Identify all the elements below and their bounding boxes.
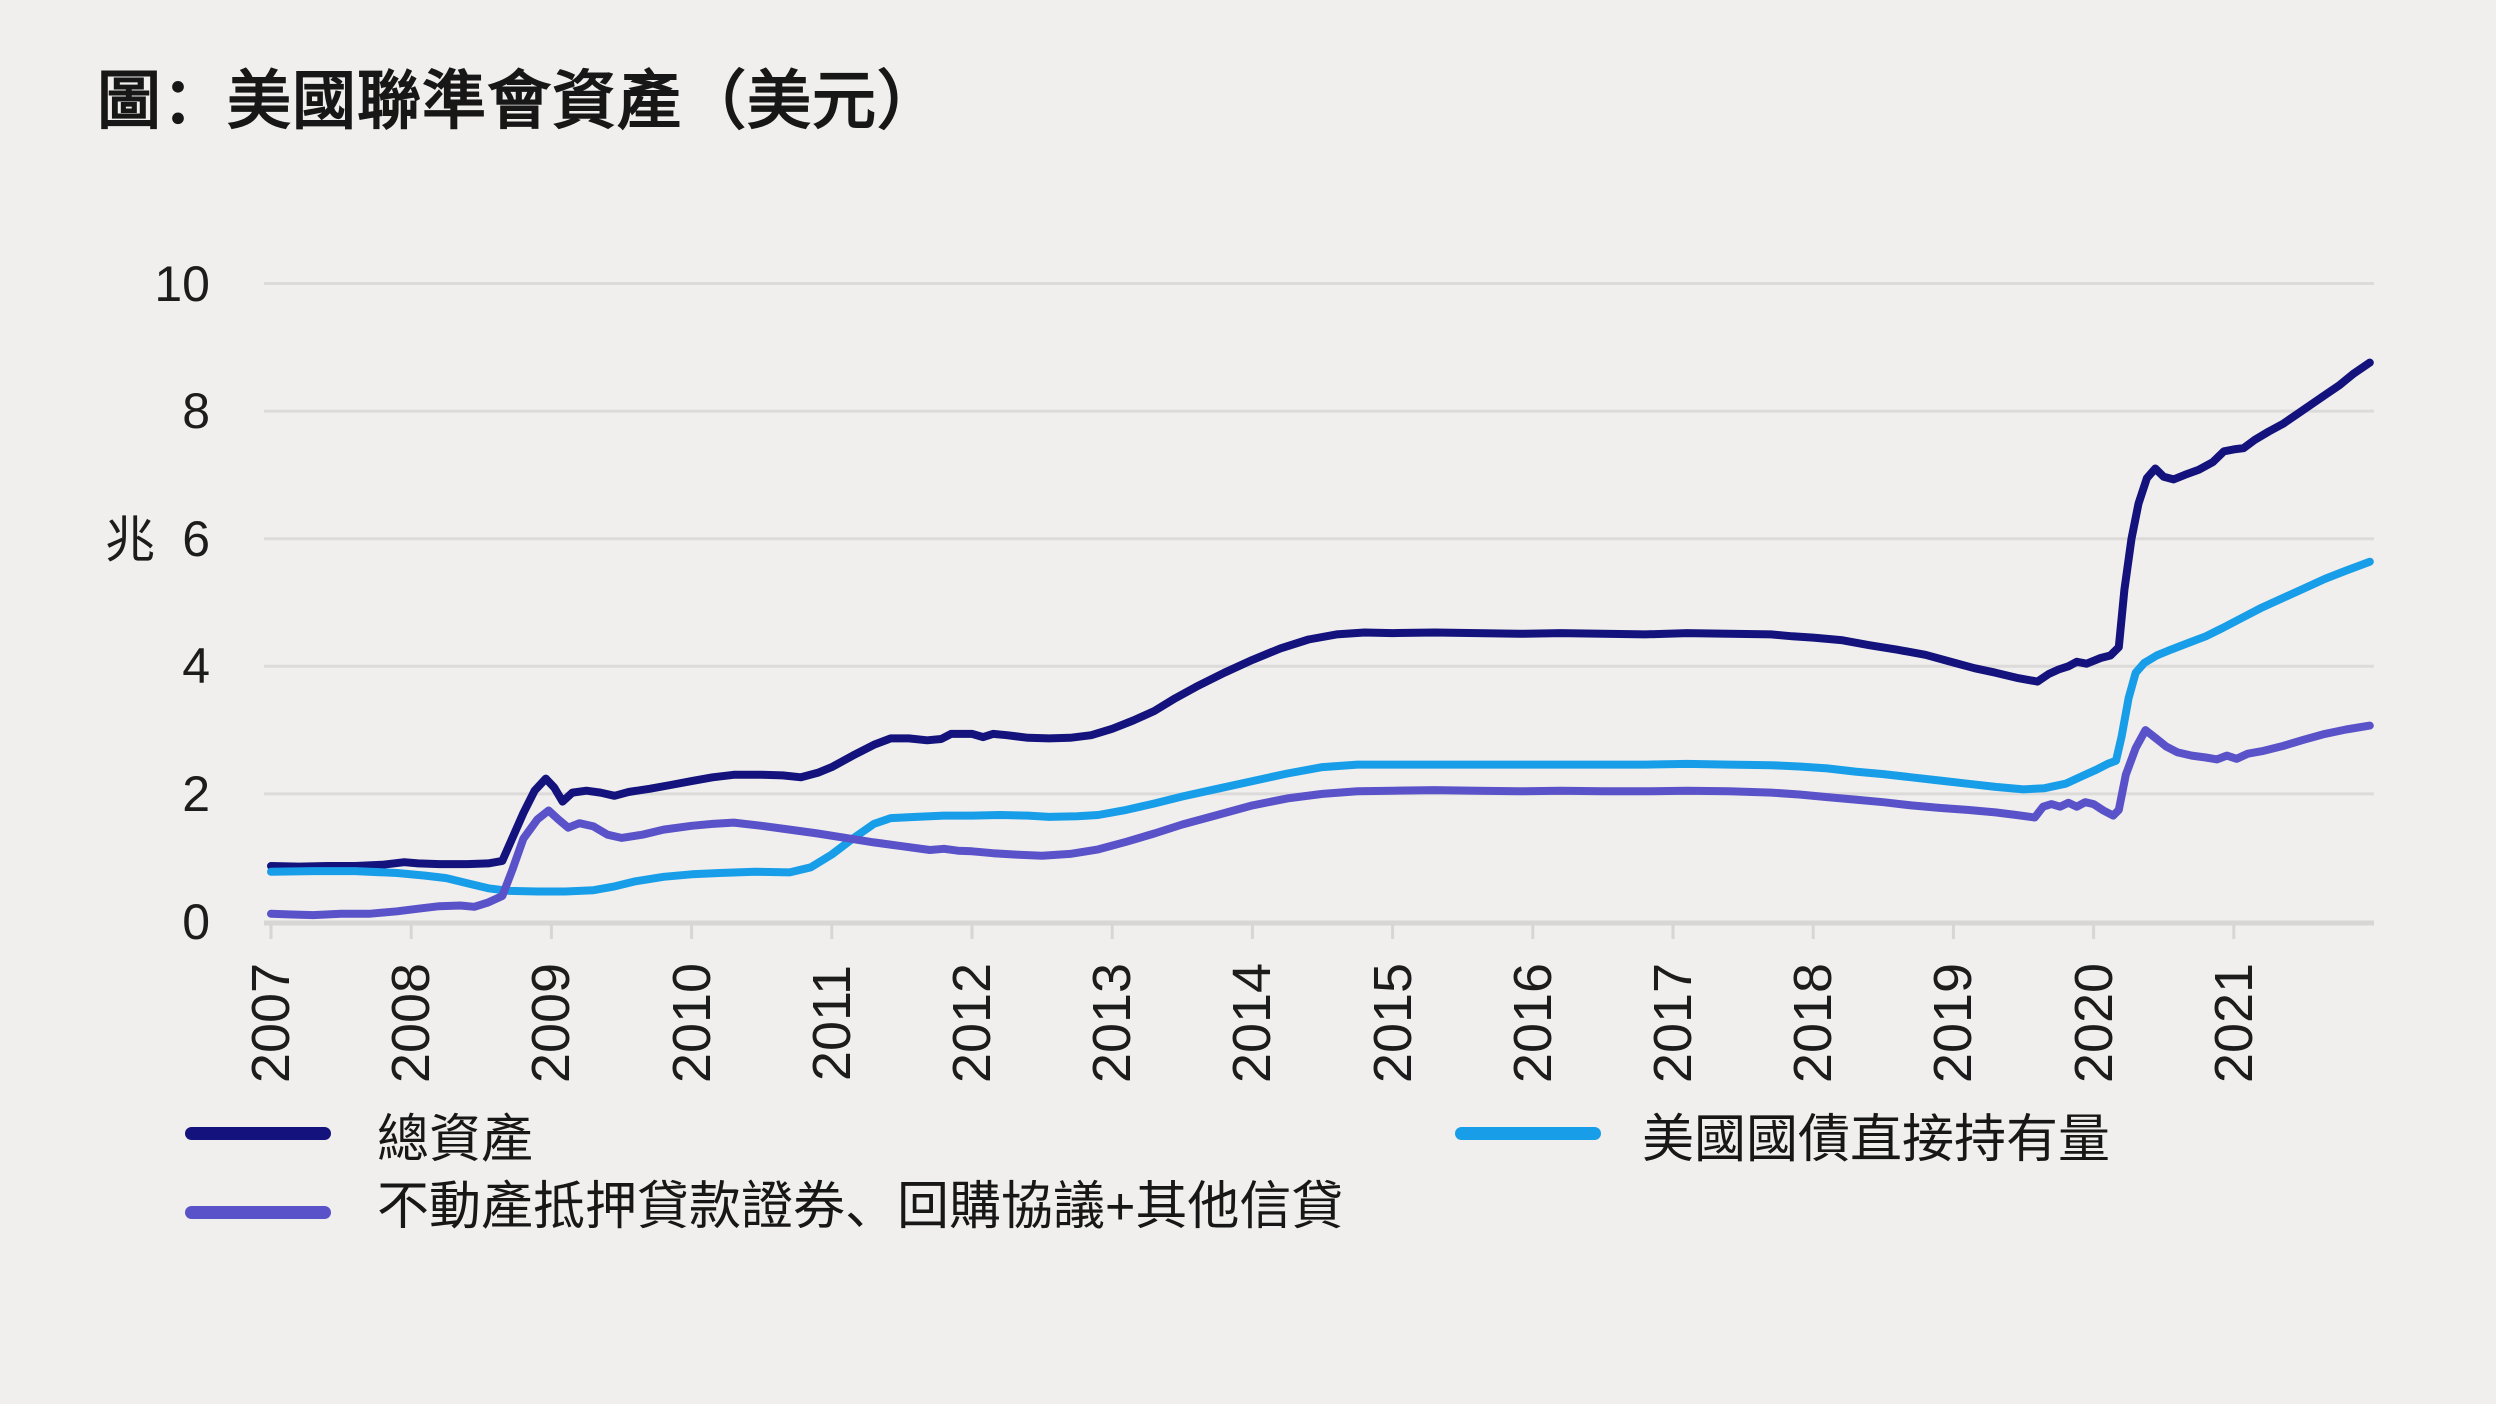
line-total-assets xyxy=(267,358,2374,871)
line-us-treasury-direct-holdings xyxy=(267,557,2374,896)
x-tick-label-2019: 2019 xyxy=(1923,962,1984,1084)
y-tick-label-2: 2 xyxy=(182,765,210,822)
x-tick-label-2021: 2021 xyxy=(2203,962,2264,1084)
x-tick-label-2013: 2013 xyxy=(1082,962,1143,1084)
y-tick-label-4: 4 xyxy=(182,638,210,695)
x-tick-label-2017: 2017 xyxy=(1643,962,1703,1084)
legend-swatch-us-treasury-direct-holdings xyxy=(1455,1127,1601,1140)
legend-swatch-mbs-repo-other-credit xyxy=(185,1206,331,1219)
x-tick-label-2007: 2007 xyxy=(241,962,301,1084)
legend-label-us-treasury-direct-holdings: 美國國債直接持有量 xyxy=(1642,1111,2111,1169)
legend-swatch-total-assets xyxy=(185,1127,331,1140)
legend-label-mbs-repo-other-credit: 不動產抵押貸款證券、回購協議+其他信貸 xyxy=(377,1178,1344,1236)
x-tick-label-2008: 2008 xyxy=(381,962,442,1084)
x-tick-label-2012: 2012 xyxy=(942,962,1002,1084)
line-mbs-repo-other-credit xyxy=(267,721,2374,920)
x-tick-label-2016: 2016 xyxy=(1502,962,1563,1084)
x-tick-label-2011: 2011 xyxy=(801,964,862,1082)
x-tick-label-2015: 2015 xyxy=(1362,962,1423,1084)
x-tick-label-2010: 2010 xyxy=(661,962,722,1084)
chart-title: 圖：美國聯準會資產（美元） xyxy=(97,65,942,137)
x-tick-label-2018: 2018 xyxy=(1783,962,1844,1084)
legend-label-total-assets: 總資產 xyxy=(377,1111,534,1169)
x-tick-label-2014: 2014 xyxy=(1222,962,1283,1084)
x-tick-label-2009: 2009 xyxy=(521,962,582,1084)
x-tick-label-2020: 2020 xyxy=(2063,962,2124,1084)
y-tick-label-8: 8 xyxy=(182,383,210,440)
y-tick-label-0: 0 xyxy=(182,893,210,950)
y-tick-label-10: 10 xyxy=(154,255,210,312)
y-axis-unit-label: 兆 xyxy=(105,512,155,568)
y-tick-label-6: 6 xyxy=(182,510,210,567)
